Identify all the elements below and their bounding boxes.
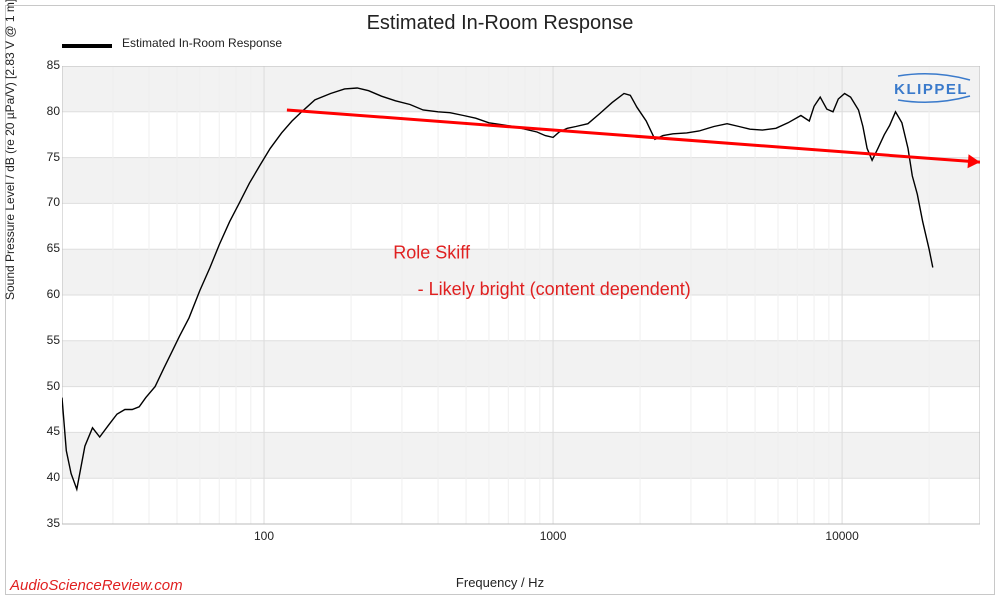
y-tick-label: 80: [30, 104, 60, 118]
svg-text:- Likely bright (content depen: - Likely bright (content dependent): [418, 279, 691, 299]
y-tick-label: 85: [30, 58, 60, 72]
y-axis-label: Sound Pressure Level / dB (re 20 µPa/V) …: [3, 0, 17, 300]
svg-text:10000: 10000: [825, 529, 859, 543]
legend-label: Estimated In-Room Response: [122, 36, 282, 50]
plot-area: 100 1000 10000 Role Skiff - Likely bright (c…: [62, 66, 980, 546]
y-tick-label: 65: [30, 241, 60, 255]
chart-frame: Estimated In-Room Response Estimated In-…: [5, 5, 995, 595]
chart-title: Estimated In-Room Response: [6, 12, 994, 35]
svg-text:KLIPPEL: KLIPPEL: [894, 81, 968, 98]
legend-swatch: [62, 44, 112, 48]
y-tick-label: 75: [30, 150, 60, 164]
watermark-text: AudioScienceReview.com: [10, 577, 183, 594]
y-tick-label: 35: [30, 516, 60, 530]
y-tick-label: 60: [30, 287, 60, 301]
y-tick-label: 55: [30, 333, 60, 347]
svg-text:Role Skiff: Role Skiff: [393, 242, 471, 262]
y-tick-label: 45: [30, 424, 60, 438]
y-tick-label: 70: [30, 195, 60, 209]
y-tick-label: 40: [30, 470, 60, 484]
y-tick-label: 50: [30, 379, 60, 393]
chart-svg: 100 1000 10000 Role Skiff - Likely bright (c…: [62, 66, 980, 546]
svg-text:1000: 1000: [540, 529, 567, 543]
svg-text:100: 100: [254, 529, 274, 543]
